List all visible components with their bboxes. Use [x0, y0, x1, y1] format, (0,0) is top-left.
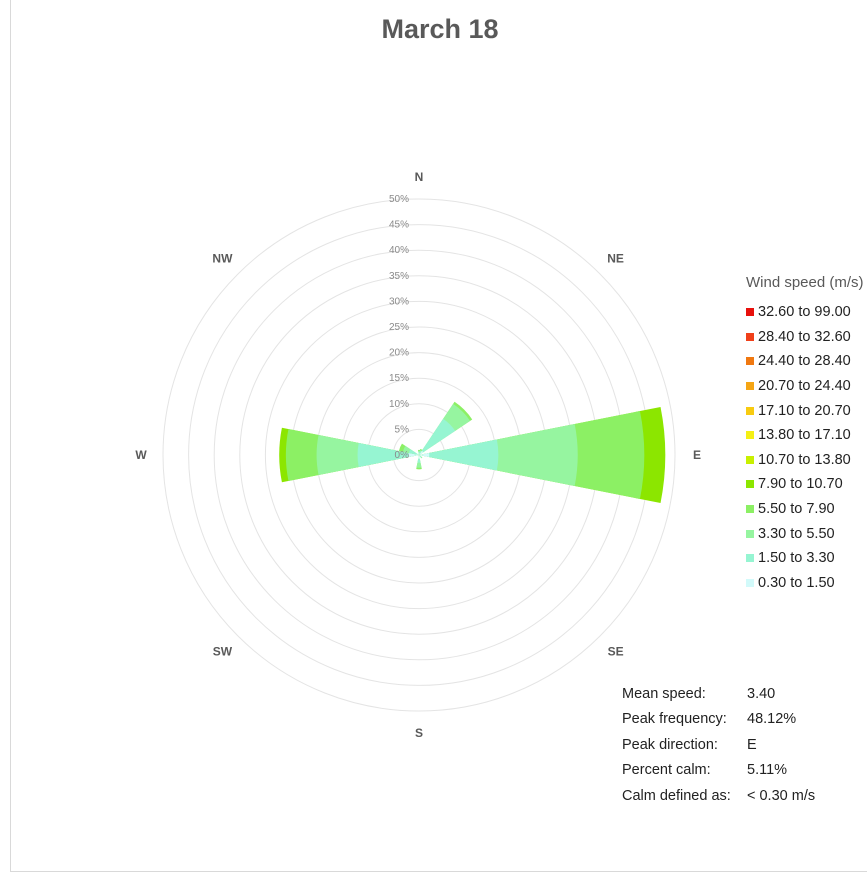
legend-item: 28.40 to 32.60: [746, 325, 864, 350]
stat-label: Mean speed:: [622, 685, 706, 702]
legend: Wind speed (m/s) 32.60 to 99.00 28.40 to …: [746, 274, 864, 595]
stat-value: 5.11%: [747, 762, 788, 779]
direction-label-s: S: [415, 726, 423, 740]
petal-e-band-1: [419, 439, 499, 471]
petal-ne-band-0: [419, 450, 424, 455]
legend-item: 5.50 to 7.90: [746, 497, 864, 522]
legend-swatch: [746, 357, 754, 366]
legend-swatch: [746, 554, 754, 563]
direction-label-ne: NE: [607, 251, 624, 265]
legend-item: 3.30 to 5.50: [746, 521, 864, 546]
legend-label: 24.40 to 28.40: [758, 353, 851, 370]
stat-label: Peak frequency:: [622, 711, 727, 728]
chart-frame: [10, 0, 867, 872]
radial-tick-label: 50%: [389, 194, 409, 205]
stat-label: Peak direction:: [622, 736, 718, 753]
legend-swatch: [746, 455, 754, 464]
legend-label: 20.70 to 24.40: [758, 378, 851, 395]
legend-label: 5.50 to 7.90: [758, 501, 835, 518]
legend-swatch: [746, 505, 754, 514]
direction-label-e: E: [693, 448, 701, 462]
legend-label: 13.80 to 17.10: [758, 427, 851, 444]
legend-item: 32.60 to 99.00: [746, 300, 864, 325]
legend-swatch: [746, 431, 754, 440]
grid-ring: [162, 198, 676, 712]
petal-w-band-0: [408, 453, 419, 457]
wind-petals: [279, 401, 666, 504]
legend-item: 1.50 to 3.30: [746, 546, 864, 571]
petal-s-band-0: [418, 455, 420, 460]
radial-tick-label: 10%: [389, 399, 409, 410]
radial-tick-label: 15%: [389, 373, 409, 384]
radial-tick-label: 40%: [389, 245, 409, 256]
legend-title: Wind speed (m/s): [746, 274, 864, 291]
radial-tick-label: 20%: [389, 348, 409, 359]
legend-swatch: [746, 406, 754, 415]
legend-label: 3.30 to 5.50: [758, 525, 835, 542]
legend-label: 1.50 to 3.30: [758, 550, 835, 567]
chart-title: March 18: [381, 14, 499, 44]
legend-swatch: [746, 529, 754, 538]
direction-label-n: N: [415, 170, 424, 184]
petal-wnw-band-1: [408, 449, 419, 455]
stat-row: Mean speed: 3.40: [622, 681, 815, 707]
stat-label: Calm defined as:: [622, 787, 731, 804]
legend-label: 10.70 to 13.80: [758, 451, 851, 468]
legend-item: 17.10 to 20.70: [746, 398, 864, 423]
petal-n-band-0: [418, 453, 420, 455]
legend-label: 7.90 to 10.70: [758, 476, 843, 493]
legend-item: 0.30 to 1.50: [746, 571, 864, 596]
petal-se-band-0: [419, 455, 421, 457]
stat-row: Calm defined as: < 0.30 m/s: [622, 783, 815, 809]
legend-swatch: [746, 480, 754, 489]
stat-label: Percent calm:: [622, 762, 711, 779]
legend-label: 17.10 to 20.70: [758, 402, 851, 419]
stats-table: Mean speed: 3.40 Peak frequency: 48.12% Peak…: [622, 681, 815, 809]
stat-value: 48.12%: [747, 711, 797, 728]
legend-item: 7.90 to 10.70: [746, 472, 864, 497]
legend-item: 24.40 to 28.40: [746, 349, 864, 374]
stat-row: Peak direction: E: [622, 732, 815, 758]
stat-row: Percent calm: 5.11%: [622, 758, 815, 784]
legend-label: 28.40 to 32.60: [758, 328, 851, 345]
radial-tick-label: 45%: [389, 220, 409, 231]
legend-item: 13.80 to 17.10: [746, 423, 864, 448]
stat-value: 3.40: [747, 685, 776, 702]
legend-swatch: [746, 382, 754, 391]
stat-value: E: [747, 736, 757, 753]
petal-n-band-1: [418, 451, 420, 455]
petal-ne-band-1: [419, 418, 456, 455]
direction-labels: N NE E SE S SW W NW: [135, 170, 701, 740]
legend-swatch: [746, 578, 754, 587]
petal-e-band-0: [419, 453, 430, 457]
stat-row: Peak frequency: 48.12%: [622, 707, 815, 733]
direction-label-se: SE: [608, 645, 624, 659]
legend-item: 20.70 to 24.40: [746, 374, 864, 399]
radial-tick-label: 5%: [395, 424, 410, 435]
stat-value: < 0.30 m/s: [747, 787, 816, 804]
direction-label-w: W: [135, 448, 147, 462]
legend-label: 32.60 to 99.00: [758, 304, 851, 321]
legend-item: 10.70 to 13.80: [746, 448, 864, 473]
direction-label-nw: NW: [212, 251, 233, 265]
petal-nne-band-0: [419, 452, 421, 455]
direction-label-sw: SW: [213, 645, 233, 659]
petal-e-band-2: [419, 424, 578, 486]
legend-swatch: [746, 308, 754, 317]
radial-tick-labels: 0% 5% 10% 15% 20% 25% 30% 35% 40% 45% 50%: [389, 194, 409, 461]
radial-tick-label: 30%: [389, 296, 409, 307]
radial-tick-label: 25%: [389, 322, 409, 333]
petal-wnw-band-0: [416, 453, 419, 455]
legend-label: 0.30 to 1.50: [758, 574, 835, 591]
radial-tick-label: 0%: [395, 450, 410, 461]
legend-swatch: [746, 332, 754, 341]
petal-w-band-1: [357, 443, 419, 467]
radial-tick-label: 35%: [389, 271, 409, 282]
